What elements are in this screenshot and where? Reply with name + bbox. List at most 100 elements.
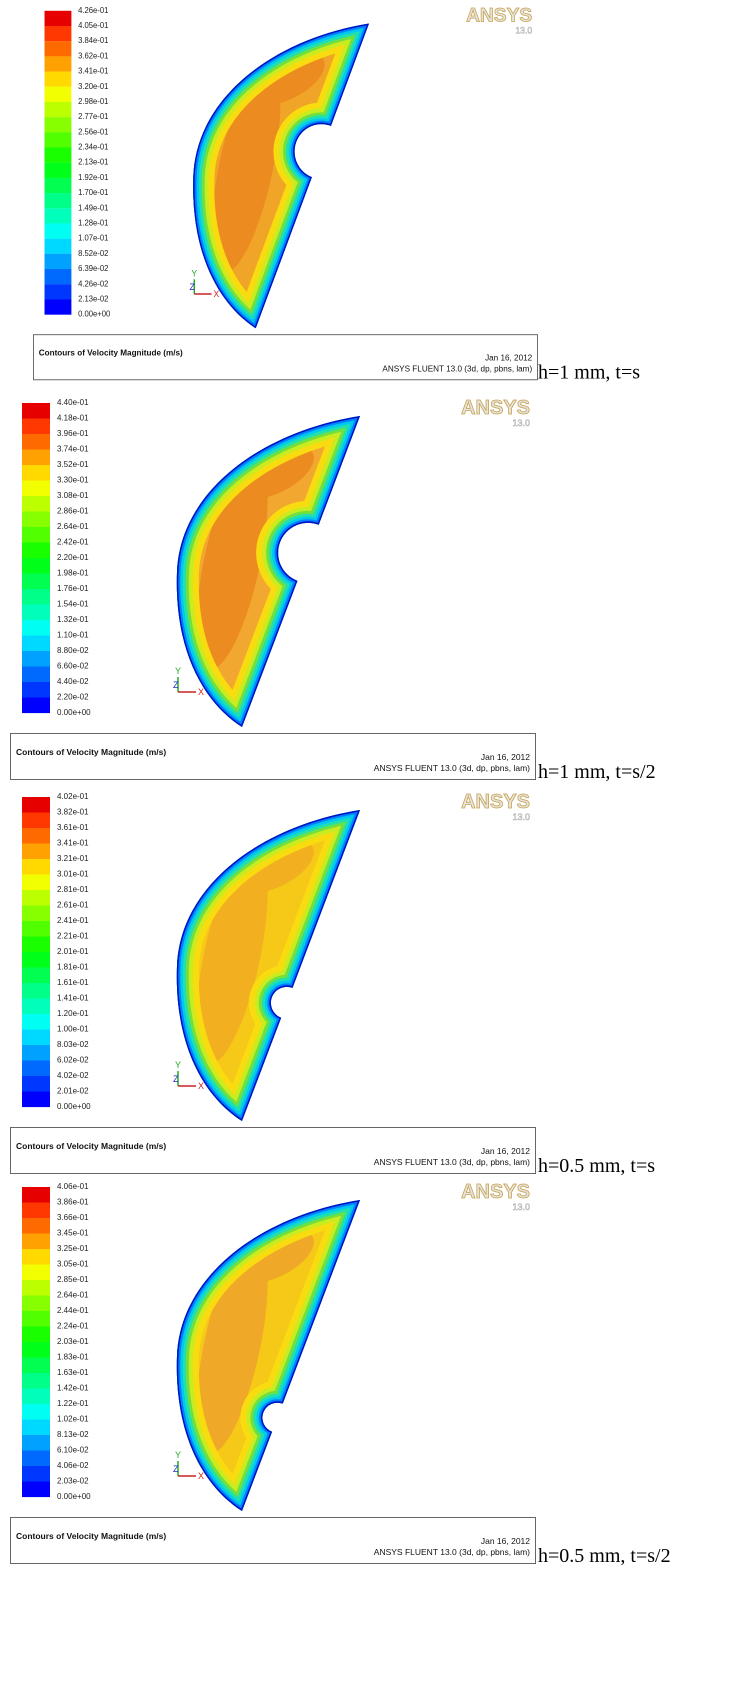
colorbar-label: 2.34e-01: [78, 142, 108, 151]
colorbar-label: 1.32e-01: [57, 615, 89, 624]
colorbar-label: 4.18e-01: [57, 414, 89, 423]
colorbar-label: 6.10e-02: [57, 1446, 89, 1455]
colorbar-label: 1.61e-01: [57, 978, 89, 987]
colorbar-band: [22, 967, 50, 984]
contour-core: [196, 454, 268, 670]
colorbar-label: 3.30e-01: [57, 476, 89, 485]
colorbar-label: 2.85e-01: [57, 1275, 89, 1284]
colorbar-label: 1.42e-01: [57, 1384, 89, 1393]
colorbar-band: [22, 983, 50, 999]
colorbar-label: 2.41e-01: [57, 916, 89, 925]
colorbar-band: [22, 651, 50, 667]
footer-solver: ANSYS FLUENT 13.0 (3d, dp, pbns, lam): [374, 1157, 530, 1167]
colorbar-label: 2.20e-01: [57, 553, 89, 562]
colorbar-band: [44, 117, 72, 133]
colorbar-band: [44, 56, 72, 72]
contour-core: [196, 848, 268, 1064]
colorbar-label: 6.39e-02: [78, 264, 108, 273]
colorbar-band: [44, 208, 72, 224]
colorbar-label: 1.28e-01: [78, 218, 108, 227]
panel: 4.06e-01 3.86e-01 3.66e-01 3.45e-01 3.25e-01…: [10, 1181, 536, 1564]
colorbar-label: 2.01e-02: [57, 1087, 89, 1096]
axis-label-y: Y: [175, 1450, 181, 1460]
colorbar-label: 2.01e-01: [57, 947, 89, 956]
colorbar-label: 4.06e-01: [57, 1182, 89, 1191]
colorbar-band: [22, 480, 50, 497]
colorbar-band: [22, 496, 50, 512]
footer-box: [10, 733, 536, 780]
axis-label-z: Z: [189, 282, 195, 292]
footer-title: Contours of Velocity Magnitude (m/s): [16, 747, 166, 757]
panel: 4.40e-01 4.18e-01 3.96e-01 3.74e-01 3.52e-01…: [10, 397, 536, 780]
axis-label-y: Y: [191, 268, 197, 278]
colorbar-band: [22, 1435, 50, 1451]
colorbar-label: 2.44e-01: [57, 1306, 89, 1315]
logo: ANSYS: [461, 791, 530, 813]
caption: h=1 mm, t=s: [538, 361, 640, 383]
colorbar-band: [22, 1450, 50, 1467]
contour-core: [244, 51, 325, 106]
colorbar-band: [22, 1295, 50, 1312]
colorbar-label: 3.41e-01: [78, 67, 108, 76]
colorbar-band: [22, 812, 50, 829]
colorbar-label: 2.42e-01: [57, 538, 89, 547]
footer-title: Contours of Velocity Magnitude (m/s): [16, 1141, 166, 1151]
colorbar-label: 1.81e-01: [57, 963, 89, 972]
axis-label-z: Z: [173, 1464, 179, 1474]
axis-label-x: X: [198, 687, 204, 697]
colorbar-band: [22, 998, 50, 1015]
colorbar-label: 2.61e-01: [57, 901, 89, 910]
colorbar-band: [22, 573, 50, 590]
colorbar-band: [22, 859, 50, 875]
colorbar-band: [22, 589, 50, 605]
colorbar-label: 2.03e-01: [57, 1337, 89, 1346]
colorbar-label: 2.98e-01: [78, 97, 108, 106]
colorbar-band: [22, 1357, 50, 1374]
colorbar-band: [22, 1249, 50, 1265]
colorbar-label: 8.52e-02: [78, 249, 108, 258]
colorbar-band: [44, 238, 72, 254]
colorbar-band: [22, 449, 50, 466]
colorbar-band: [44, 41, 72, 57]
colorbar-label: 1.63e-01: [57, 1368, 89, 1377]
colorbar-band: [22, 1481, 50, 1498]
axis-label-z: Z: [173, 680, 179, 690]
footer-box: [10, 1127, 536, 1174]
footer-box: [33, 334, 538, 381]
axis-label-y: Y: [175, 666, 181, 676]
colorbar-label: 4.26e-02: [78, 279, 108, 288]
colorbar-label: 2.56e-01: [78, 127, 108, 136]
footer-date: Jan 16, 2012: [481, 1536, 530, 1546]
colorbar-label: 8.13e-02: [57, 1430, 89, 1439]
logo: ANSYS: [461, 397, 530, 419]
colorbar-band: [22, 1388, 50, 1405]
colorbar-band: [22, 1202, 50, 1219]
colorbar-band: [22, 952, 50, 968]
footer-solver: ANSYS FLUENT 13.0 (3d, dp, pbns, lam): [374, 763, 530, 773]
colorbar-label: 3.61e-01: [57, 823, 89, 832]
footer-title: Contours of Velocity Magnitude (m/s): [39, 349, 183, 358]
colorbar-band: [22, 1045, 50, 1061]
colorbar-band: [44, 86, 72, 103]
colorbar-band: [22, 418, 50, 435]
colorbar-label: 1.07e-01: [78, 234, 108, 243]
footer-title: Contours of Velocity Magnitude (m/s): [16, 1531, 166, 1541]
colorbar-label: 2.20e-02: [57, 693, 89, 702]
colorbar-label: 3.82e-01: [57, 808, 89, 817]
colorbar-band: [22, 890, 50, 906]
colorbar-band: [44, 71, 72, 87]
colorbar-band: [22, 1280, 50, 1296]
colorbar-label: 1.83e-01: [57, 1353, 89, 1362]
colorbar-band: [44, 147, 72, 163]
axis-label-x: X: [198, 1471, 204, 1481]
colorbar-label: 0.00e+00: [57, 1492, 91, 1501]
colorbar-label: 1.98e-01: [57, 569, 89, 578]
colorbar-label: 2.13e-02: [78, 294, 108, 303]
colorbar-band: [22, 921, 50, 937]
colorbar-band: [22, 1029, 50, 1046]
colorbar-label: 3.41e-01: [57, 839, 89, 848]
contour-plot: [176, 810, 360, 1121]
colorbar-band: [22, 1091, 50, 1108]
panel: 4.02e-01 3.82e-01 3.61e-01 3.41e-01 3.21e-01…: [10, 791, 536, 1174]
